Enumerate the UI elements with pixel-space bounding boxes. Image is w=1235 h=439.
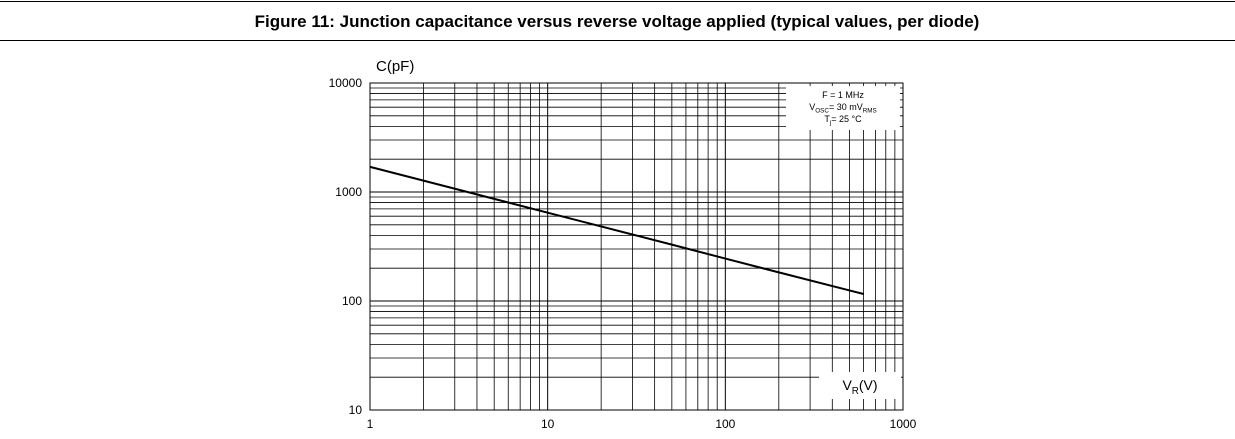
annotation-box <box>786 86 900 130</box>
x-tick-label: 10 <box>541 417 555 431</box>
y-tick-label: 10 <box>349 403 363 417</box>
x-axis-label: VR(V) <box>842 377 877 397</box>
x-tick-label: 100 <box>715 417 735 431</box>
y-tick-label: 10000 <box>329 76 363 90</box>
annotation-part: V <box>809 102 815 112</box>
annotation: Tj= 25 °C <box>824 114 862 127</box>
annotation: F = 1 MHz <box>822 90 864 100</box>
annotation-part: RMS <box>863 108 877 115</box>
x-axis-label-part: R <box>852 386 859 397</box>
annotation-part: OSC <box>815 108 829 115</box>
annotation-part: F = 1 MHz <box>822 90 864 100</box>
y-tick-label: 100 <box>342 294 362 308</box>
y-axis-label: C(pF) <box>376 58 414 75</box>
x-tick-label: 1 <box>367 417 374 431</box>
annotation-part: T <box>824 114 830 124</box>
x-axis-label-part: V <box>842 377 852 393</box>
x-tick-label: 1000 <box>890 417 917 431</box>
annotation-part: = 25 °C <box>831 114 862 124</box>
annotation: VOSC= 30 mVRMS <box>809 102 876 115</box>
plot-frame <box>369 82 904 411</box>
chart-title: Figure 11: Junction capacitance versus r… <box>255 12 980 31</box>
annotation-part: = 30 mV <box>829 102 863 112</box>
x-label-box <box>819 372 901 399</box>
data-line <box>369 165 864 295</box>
x-axis-label-part: (V) <box>859 377 878 393</box>
y-tick-label: 1000 <box>335 185 362 199</box>
annotation-part: j <box>829 120 831 127</box>
